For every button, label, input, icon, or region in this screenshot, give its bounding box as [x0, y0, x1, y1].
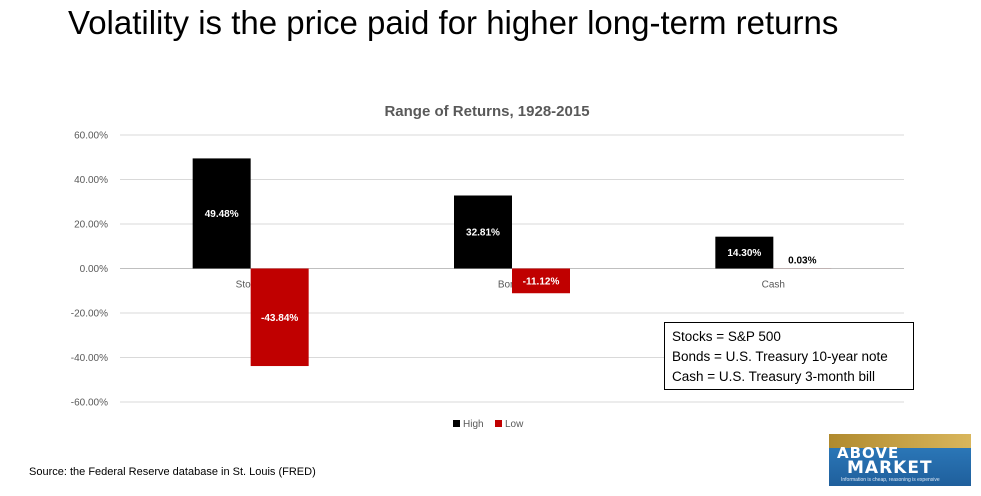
logo-line-2: MARKET — [847, 458, 933, 478]
y-tick-label: -40.00% — [71, 353, 108, 364]
y-tick-label: 20.00% — [74, 220, 108, 231]
x-tick-label: Stocks — [236, 280, 266, 291]
bar-high-stocks — [192, 158, 251, 269]
legend-label-low: Low — [505, 419, 524, 430]
definition-bonds: Bonds = U.S. Treasury 10-year note — [672, 349, 888, 364]
y-tick-label: 0.00% — [80, 264, 108, 275]
bar-low-stocks — [250, 268, 309, 367]
legend-label-high: High — [463, 419, 484, 430]
legend-swatch-low — [495, 420, 502, 427]
x-tick-label: Cash — [762, 280, 785, 291]
bars — [192, 158, 832, 367]
logo-tagline: Information is cheap, reasoning is expen… — [841, 477, 940, 483]
data-label: -11.12% — [523, 276, 560, 287]
bar-low-bonds — [512, 268, 570, 294]
data-label: -43.84% — [261, 313, 298, 324]
data-label: 32.81% — [466, 227, 500, 238]
definition-cash: Cash = U.S. Treasury 3-month bill — [672, 369, 875, 384]
bar-high-cash — [715, 236, 774, 269]
logo-gold-band — [829, 434, 971, 448]
headline: Volatility is the price paid for higher … — [68, 4, 839, 41]
above-the-market-logo: ABOVE MARKET Information is cheap, reaso… — [829, 434, 971, 486]
logo-line-1: ABOVE — [837, 444, 900, 462]
bar-high-bonds — [454, 195, 512, 269]
legend: High Low — [453, 419, 524, 430]
source-note: Source: the Federal Reserve database in … — [29, 466, 316, 478]
data-labels: 49.48% -43.84% 32.81% -11.12% 14.30% 0.03% — [205, 209, 817, 324]
y-tick-label: -20.00% — [71, 309, 108, 320]
y-tick-label: -60.00% — [71, 398, 108, 409]
data-label: 49.48% — [205, 209, 239, 220]
data-label: 14.30% — [727, 248, 761, 259]
legend-swatch-high — [453, 420, 460, 427]
y-tick-label: 40.00% — [74, 175, 108, 186]
data-label: 0.03% — [788, 256, 816, 267]
y-tick-label: 60.00% — [74, 131, 108, 142]
chart-title: Range of Returns, 1928-2015 — [384, 103, 589, 120]
definitions-box: Stocks = S&P 500 Bonds = U.S. Treasury 1… — [664, 322, 914, 390]
definition-stocks: Stocks = S&P 500 — [672, 329, 781, 344]
